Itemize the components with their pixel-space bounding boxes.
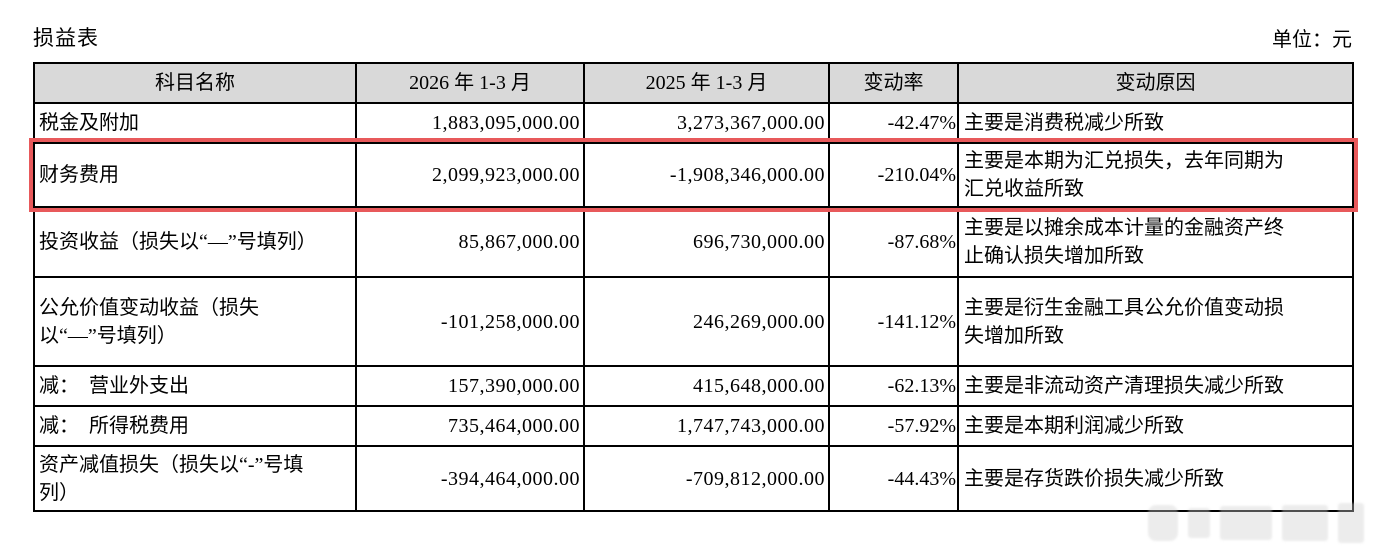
cell-subject: 财务费用 <box>33 142 357 208</box>
cell-amount-2025: 696,730,000.00 <box>583 206 830 278</box>
cell-change-rate: -42.47% <box>828 102 959 144</box>
cell-amount-2025: 3,273,367,000.00 <box>583 102 830 144</box>
table-header-row: 科目名称 2026 年 1-3 月 2025 年 1-3 月 变动率 变动原因 <box>33 62 1354 104</box>
cell-change-reason: 主要是消费税减少所致 <box>957 102 1354 144</box>
cell-change-rate: -87.68% <box>828 206 959 278</box>
cell-change-rate: -210.04% <box>828 142 959 208</box>
cell-amount-2026: 1,883,095,000.00 <box>355 102 585 144</box>
page-title: 损益表 <box>33 26 99 50</box>
cell-amount-2026: 157,390,000.00 <box>355 365 585 407</box>
watermark <box>1148 503 1364 543</box>
column-header-2025: 2025 年 1-3 月 <box>583 62 830 104</box>
cell-subject: 投资收益（损失以“—”号填列） <box>33 206 357 278</box>
cell-amount-2026: -101,258,000.00 <box>355 276 585 367</box>
cell-amount-2025: 415,648,000.00 <box>583 365 830 407</box>
cell-change-rate: -57.92% <box>828 405 959 447</box>
cell-amount-2025: 246,269,000.00 <box>583 276 830 367</box>
cell-amount-2025: -709,812,000.00 <box>583 445 830 512</box>
cell-change-reason: 主要是本期利润减少所致 <box>957 405 1354 447</box>
cell-subject: 税金及附加 <box>33 102 357 144</box>
cell-change-reason: 主要是非流动资产清理损失减少所致 <box>957 365 1354 407</box>
top-bar: 损益表 单位：元 <box>33 22 1352 52</box>
cell-amount-2026: 735,464,000.00 <box>355 405 585 447</box>
column-header-2026: 2026 年 1-3 月 <box>355 62 585 104</box>
cell-change-reason: 主要是衍生金融工具公允价值变动损失增加所致 <box>957 276 1354 367</box>
cell-subject: 资产减值损失（损失以“-”号填列） <box>33 445 357 512</box>
watermark-glyph <box>1148 505 1178 541</box>
cell-amount-2026: 2,099,923,000.00 <box>355 142 585 208</box>
table-row: 投资收益（损失以“—”号填列） 85,867,000.00 696,730,00… <box>33 206 1354 278</box>
column-header-subject: 科目名称 <box>33 62 357 104</box>
cell-change-reason: 主要是存货跌价损失减少所致 <box>957 445 1354 512</box>
table-row-highlighted: 财务费用 2,099,923,000.00 -1,908,346,000.00 … <box>29 138 1358 212</box>
unit-label: 单位：元 <box>1272 29 1352 51</box>
cell-change-reason: 主要是本期为汇兑损失，去年同期为汇兑收益所致 <box>957 142 1354 208</box>
cell-amount-2025: -1,908,346,000.00 <box>583 142 830 208</box>
watermark-glyph <box>1188 508 1210 538</box>
table-row: 公允价值变动收益（损失以“—”号填列） -101,258,000.00 246,… <box>33 276 1354 367</box>
column-header-change-reason: 变动原因 <box>957 62 1354 104</box>
cell-change-rate: -62.13% <box>828 365 959 407</box>
table-row: 资产减值损失（损失以“-”号填列） -394,464,000.00 -709,8… <box>33 445 1354 512</box>
watermark-glyph <box>1220 506 1272 540</box>
cell-subject: 减： 所得税费用 <box>33 405 357 447</box>
cell-amount-2026: -394,464,000.00 <box>355 445 585 512</box>
cell-subject: 减： 营业外支出 <box>33 365 357 407</box>
cell-change-reason: 主要是以摊余成本计量的金融资产终止确认损失增加所致 <box>957 206 1354 278</box>
income-statement-table: 科目名称 2026 年 1-3 月 2025 年 1-3 月 变动率 变动原因 … <box>29 62 1358 512</box>
table-row: 减： 所得税费用 735,464,000.00 1,747,743,000.00… <box>33 405 1354 447</box>
table-row: 减： 营业外支出 157,390,000.00 415,648,000.00 -… <box>33 365 1354 407</box>
cell-change-rate: -141.12% <box>828 276 959 367</box>
column-header-change-rate: 变动率 <box>828 62 959 104</box>
table-row: 税金及附加 1,883,095,000.00 3,273,367,000.00 … <box>33 102 1354 144</box>
cell-change-rate: -44.43% <box>828 445 959 512</box>
cell-amount-2025: 1,747,743,000.00 <box>583 405 830 447</box>
watermark-glyph <box>1338 503 1364 543</box>
watermark-glyph <box>1282 505 1328 541</box>
cell-amount-2026: 85,867,000.00 <box>355 206 585 278</box>
cell-subject: 公允价值变动收益（损失以“—”号填列） <box>33 276 357 367</box>
